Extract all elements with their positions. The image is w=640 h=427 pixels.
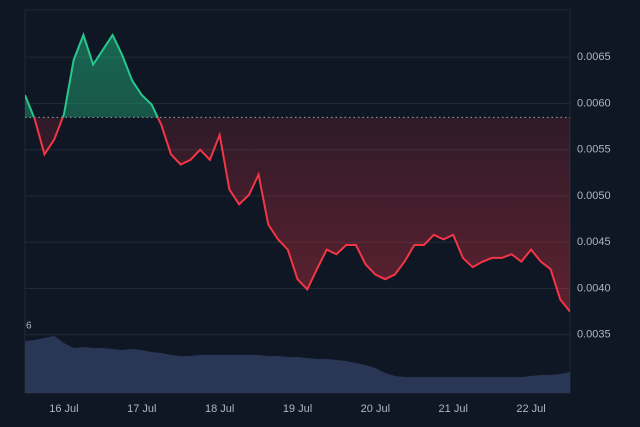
x-tick-label: 22 Jul <box>516 403 545 415</box>
y-tick-label: 0.0065 <box>577 51 611 63</box>
x-tick-label: 16 Jul <box>49 403 78 415</box>
area-down <box>33 117 570 312</box>
volume-label: 6 <box>26 321 32 332</box>
x-tick-label: 20 Jul <box>361 403 390 415</box>
line-down <box>32 117 570 313</box>
x-tick-label: 19 Jul <box>283 403 312 415</box>
y-tick-label: 0.0055 <box>577 144 611 156</box>
y-tick-label: 0.0035 <box>577 329 611 341</box>
y-tick-label: 0.0040 <box>577 282 611 294</box>
x-tick-label: 18 Jul <box>205 403 234 415</box>
y-tick-label: 0.0045 <box>577 236 611 248</box>
area-up <box>25 34 570 118</box>
y-tick-label: 0.0050 <box>577 190 611 202</box>
volume-area <box>25 336 570 393</box>
x-tick-label: 17 Jul <box>127 403 156 415</box>
line-up <box>25 32 159 118</box>
y-tick-label: 0.0060 <box>577 97 611 109</box>
x-tick-label: 21 Jul <box>439 403 468 415</box>
